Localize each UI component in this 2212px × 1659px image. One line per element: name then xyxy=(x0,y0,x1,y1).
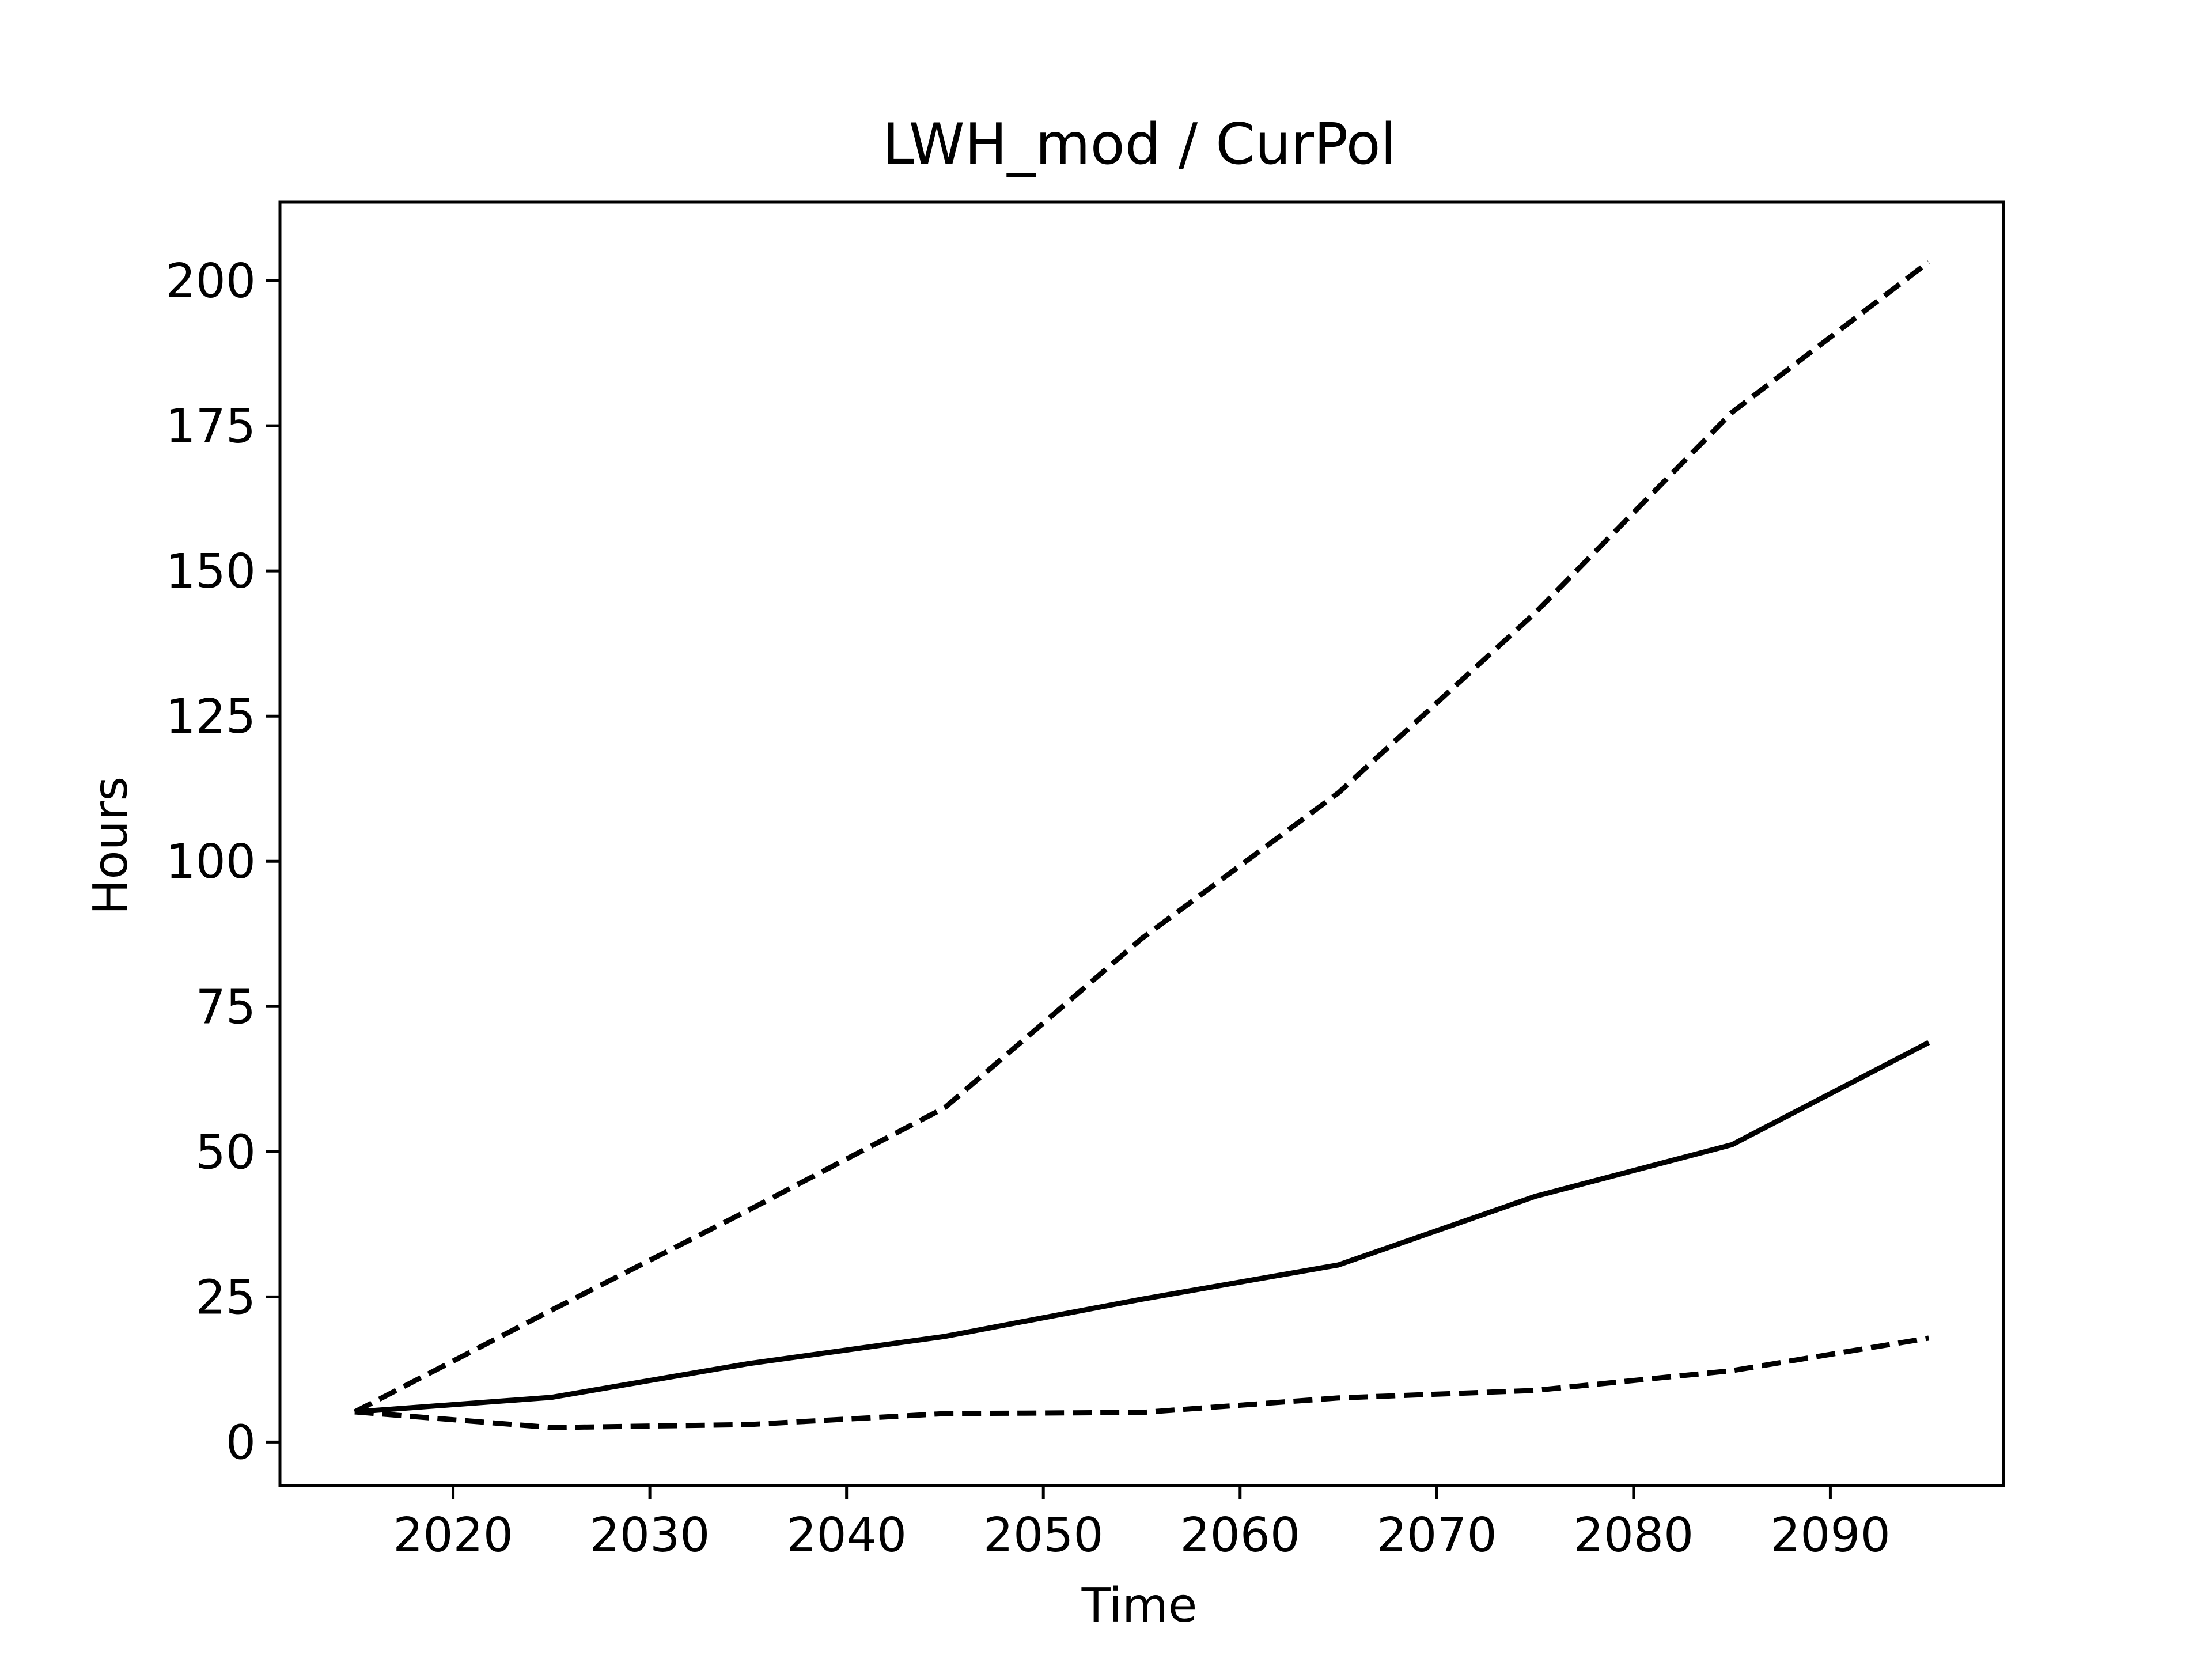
x-tick-label: 2070 xyxy=(1377,1508,1497,1563)
x-tick-label: 2090 xyxy=(1770,1508,1891,1563)
x-tick-label: 2030 xyxy=(590,1508,710,1563)
x-tick-label: 2050 xyxy=(983,1508,1104,1563)
plot-area-frame xyxy=(278,200,2005,1487)
x-tick-label: 2020 xyxy=(393,1508,513,1563)
x-axis: 2020 2030 2040 2050 2060 2070 2080 2090 xyxy=(393,1486,1891,1563)
y-axis-label: Hours xyxy=(84,777,138,915)
series-group xyxy=(353,260,1930,1430)
series-line-3-dashed xyxy=(354,1335,1929,1430)
y-tick-label: 175 xyxy=(165,399,256,454)
y-tick-label: 25 xyxy=(196,1270,256,1325)
y-tick-label: 200 xyxy=(165,254,256,309)
y-tick-label: 125 xyxy=(165,690,256,744)
x-tick-label: 2080 xyxy=(1574,1508,1694,1563)
y-tick-label: 150 xyxy=(165,544,256,599)
y-tick-label: 75 xyxy=(196,980,256,1035)
series-line-1-solid xyxy=(354,1040,1930,1415)
y-tick-label: 50 xyxy=(196,1125,256,1180)
y-axis: 0 25 50 75 100 125 150 175 200 xyxy=(165,254,280,1470)
y-tick-label: 0 xyxy=(226,1415,256,1470)
x-axis-label: Time xyxy=(1081,1578,1198,1633)
y-tick-label: 100 xyxy=(165,835,256,889)
chart-title: LWH_mod / CurPol xyxy=(882,112,1396,177)
x-tick-label: 2040 xyxy=(786,1508,907,1563)
x-tick-label: 2060 xyxy=(1180,1508,1300,1563)
series-line-2-dashed xyxy=(353,260,1930,1414)
